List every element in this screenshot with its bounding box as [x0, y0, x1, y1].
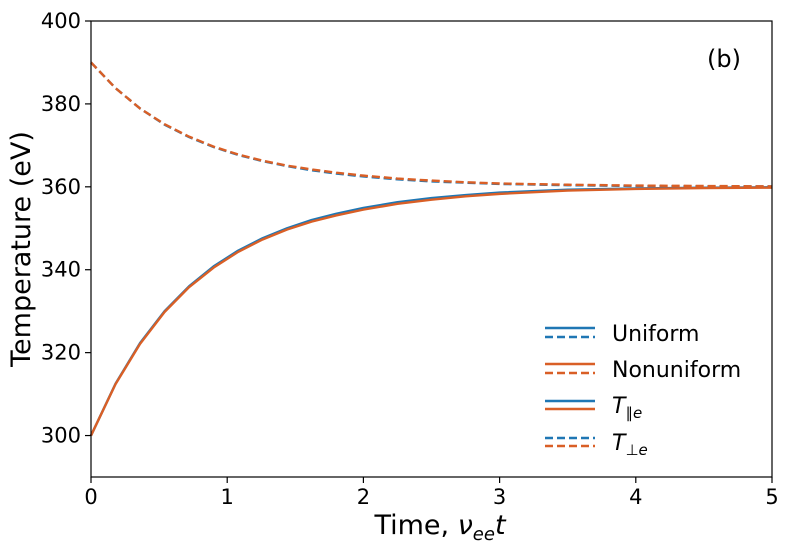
legend-tpar-label: T∥e — [612, 394, 642, 422]
legend-uniform-label: Uniform — [612, 322, 699, 347]
series-line-uniform-t-perp — [90, 61, 772, 188]
legend-tperp-base: T — [612, 431, 627, 456]
x-tick-label: 0 — [84, 485, 97, 509]
x-tick-label: 5 — [765, 485, 778, 509]
x-axis-label: Time, νeet — [373, 510, 507, 545]
x-axis: 0 1 2 3 4 5 — [84, 477, 779, 509]
y-tick-label: 300 — [41, 424, 81, 448]
legend-tperp-sub: ⊥e — [625, 441, 647, 459]
x-tick-label: 3 — [493, 485, 506, 509]
panel-label: (b) — [707, 45, 741, 73]
series-line-uniform-t-par — [89, 186, 773, 437]
y-tick-label: 360 — [41, 175, 81, 199]
series-line-nonuniform-t-perp — [90, 61, 773, 188]
y-tick-label: 380 — [41, 92, 81, 116]
plot-frame — [90, 20, 773, 478]
x-axis-label-prefix: Time, — [373, 510, 457, 541]
y-axis: 300 320 340 360 380 400 — [41, 9, 91, 448]
x-axis-label-t: t — [495, 510, 507, 541]
legend-tpar-sub: ∥e — [625, 404, 642, 422]
x-tick-label: 1 — [221, 485, 234, 509]
series-layer — [89, 61, 773, 437]
legend-tpar-base: T — [612, 394, 627, 419]
y-tick-label: 400 — [41, 9, 81, 33]
x-axis-label-sub: ee — [473, 524, 495, 545]
legend: Uniform Nonuniform T∥e T⊥e — [545, 322, 741, 459]
y-axis-label: Temperature (eV) — [6, 131, 37, 368]
series-line-nonuniform-t-par — [89, 186, 773, 437]
legend-tperp-label: T⊥e — [612, 431, 648, 459]
x-tick-label: 4 — [629, 485, 642, 509]
x-axis-label-nu: ν — [458, 510, 473, 541]
y-tick-label: 320 — [41, 341, 81, 365]
legend-nonuniform-label: Nonuniform — [612, 358, 741, 383]
y-tick-label: 340 — [41, 258, 81, 282]
x-tick-label: 2 — [357, 485, 370, 509]
